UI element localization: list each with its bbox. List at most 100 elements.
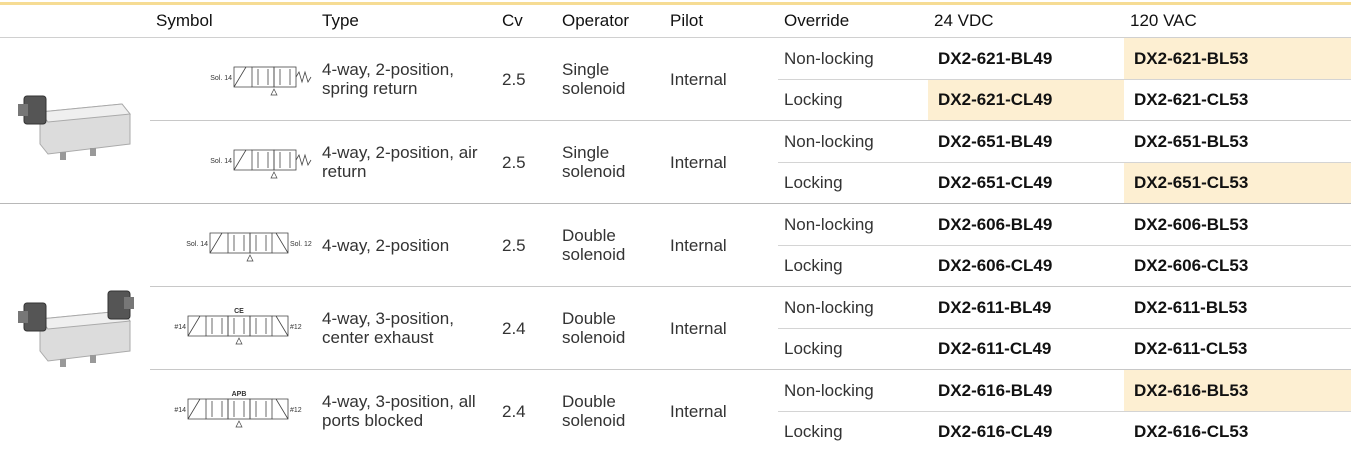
part-number: DX2-621-BL49	[938, 48, 1053, 68]
exhaust	[270, 88, 278, 96]
table-body: Sol. 14 4-way, 2-position, spring return 2…	[0, 37, 1351, 452]
table-row: Sol. 14 4-way, 2-position, spring return 2…	[0, 37, 1351, 160]
column-header: Symbol	[150, 5, 316, 38]
symbol-label: #14	[174, 324, 186, 331]
valve-symbol: Sol. 12 Sol. 14	[186, 232, 312, 262]
exhaust	[270, 171, 278, 179]
product-table: Symbol Type Cv Operator Pilot Override 24 VDC 1…	[0, 5, 1351, 452]
table-row: Locking DX2-621-CL49 DX2-621-CL53	[0, 78, 1351, 121]
part-number: DX2-616-BL53	[1124, 369, 1351, 411]
table-row: Sol. 14 4-way, 2-position, air return 2.5 S…	[0, 120, 1351, 204]
actuator-right	[272, 398, 289, 420]
part-number: DX2-616-CL49	[928, 410, 1124, 452]
part-number: DX2-606-BL49	[928, 203, 1124, 245]
cv-cell: 2.5	[496, 203, 556, 287]
image-cell	[0, 203, 150, 452]
fitting	[60, 151, 66, 160]
cv-cell: 2.5	[502, 69, 526, 89]
valve-symbol: Sol. 14	[210, 149, 312, 179]
column-header: 120 VAC	[1124, 5, 1351, 38]
table-row: Locking DX2-606-CL49 DX2-606-CL53	[0, 244, 1351, 287]
part-number: DX2-621-CL53	[1124, 78, 1351, 121]
position-box	[227, 398, 251, 420]
table-row: Locking DX2-616-CL49 DX2-616-CL53	[0, 410, 1351, 452]
fitting	[60, 359, 66, 367]
symbol-cell: CE #12 #14	[150, 286, 316, 370]
connector	[124, 297, 134, 309]
operator-cell: Single solenoid	[556, 120, 664, 204]
symbol-label: Sol. 12	[290, 241, 312, 248]
symbol-label: Sol. 14	[210, 158, 232, 165]
type-cell: 4-way, 3-position, center exhaust	[316, 286, 496, 370]
exhaust	[235, 420, 243, 428]
type-cell: 4-way, 2-position	[316, 203, 496, 287]
part-number: DX2-651-BL49	[928, 120, 1124, 162]
symbol-label: CE	[234, 308, 244, 315]
cv-cell: 2.5	[496, 120, 556, 204]
part-number: DX2-611-BL53	[1124, 286, 1351, 328]
symbol-cell: Sol. 14	[150, 120, 316, 204]
part-number: DX2-616-BL49	[928, 369, 1124, 411]
column-header: Cv	[496, 5, 556, 38]
override-cell: Locking	[778, 161, 928, 204]
pilot-cell: Internal	[664, 120, 778, 204]
symbol-label: #12	[290, 407, 302, 414]
product-image	[18, 290, 134, 367]
override-cell: Locking	[778, 244, 928, 287]
symbol-label: Sol. 14	[186, 241, 208, 248]
symbol-label: Sol. 14	[210, 75, 232, 82]
column-header: 24 VDC	[928, 5, 1124, 38]
image-header	[0, 5, 150, 38]
cv-cell: 2.4	[496, 369, 556, 452]
table-row: CE #12 #14 4-way, 3-position, center exhaus…	[0, 286, 1351, 370]
product-image	[18, 95, 131, 160]
override-cell: Locking	[778, 78, 928, 121]
valve-symbol: CE #12 #14	[174, 308, 302, 345]
position-box	[227, 315, 251, 337]
column-header: Override	[778, 5, 928, 38]
part-number: DX2-611-CL49	[928, 327, 1124, 370]
operator-cell: Double solenoid	[556, 286, 664, 370]
pilot-cell: Internal	[664, 369, 778, 452]
part-number: DX2-651-CL53	[1124, 161, 1351, 204]
type-cell: 4-way, 2-position, spring return	[322, 60, 454, 98]
operator-cell: Double solenoid	[556, 203, 664, 287]
fitting	[90, 147, 96, 156]
actuator-left	[233, 66, 252, 88]
position-box	[249, 232, 273, 254]
part-number: DX2-616-CL53	[1124, 410, 1351, 452]
column-header: Pilot	[664, 5, 778, 38]
position-box	[205, 315, 229, 337]
actuator-left	[187, 315, 206, 337]
image-cell	[0, 38, 150, 204]
pilot-cell: Internal	[664, 286, 778, 370]
column-header: Operator	[556, 5, 664, 38]
actuator-left	[233, 149, 252, 171]
override-cell: Non-locking	[778, 120, 928, 162]
override-cell: Non-locking	[784, 48, 874, 68]
column-header: Type	[316, 5, 496, 38]
actuator-left	[209, 232, 228, 254]
table-row: APB #12 #14 4-way, 3-position, all ports bl…	[0, 369, 1351, 452]
fitting	[90, 355, 96, 363]
cv-cell: 2.4	[496, 286, 556, 370]
symbol-label: #12	[290, 324, 302, 331]
part-number: DX2-651-CL49	[928, 161, 1124, 204]
part-number: DX2-606-CL53	[1124, 244, 1351, 287]
symbol-cell: APB #12 #14	[150, 369, 316, 452]
part-number: DX2-611-BL49	[928, 286, 1124, 328]
connector	[18, 103, 28, 116]
part-number: DX2-651-BL53	[1124, 120, 1351, 162]
symbol-cell: Sol. 12 Sol. 14	[150, 203, 316, 287]
pilot-cell: Internal	[664, 203, 778, 287]
valve-symbol: Sol. 14	[210, 66, 312, 96]
operator-cell: Double solenoid	[556, 369, 664, 452]
part-number: DX2-621-CL49	[928, 78, 1124, 121]
override-cell: Non-locking	[778, 203, 928, 245]
position-box	[273, 66, 297, 88]
position-box	[251, 149, 275, 171]
part-number: DX2-621-BL53	[1124, 37, 1351, 79]
pilot-cell: Internal	[670, 69, 727, 89]
type-cell: 4-way, 2-position, air return	[316, 120, 496, 204]
